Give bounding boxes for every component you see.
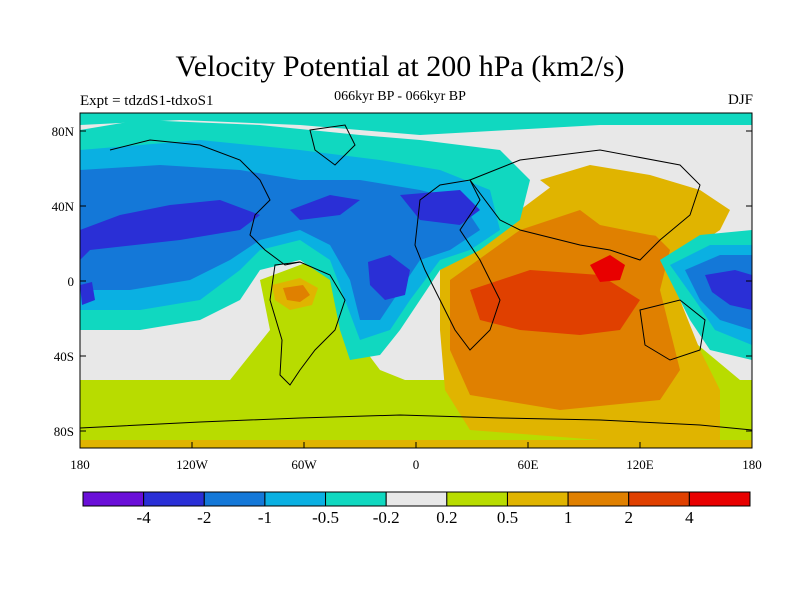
lat-label-40n: 40N bbox=[52, 199, 75, 214]
colorbar-box-2 bbox=[203, 491, 266, 507]
lon-label-180w: 180 bbox=[70, 457, 90, 472]
lon-label-120e: 120E bbox=[626, 457, 654, 472]
colorbar-box-6 bbox=[446, 491, 508, 507]
experiment-label: Expt = tdzdS1-tdxoS1 bbox=[80, 93, 214, 109]
lat-label-40s: 40S bbox=[54, 349, 74, 364]
lon-label-60w: 60W bbox=[291, 457, 317, 472]
colorbar-label-3: -0.5 bbox=[312, 508, 339, 527]
lon-label-60e: 60E bbox=[518, 457, 539, 472]
colorbar-box-8 bbox=[567, 491, 630, 507]
lon-ticks bbox=[79, 442, 753, 448]
colorbar-box-3 bbox=[264, 491, 327, 507]
coastlines bbox=[80, 124, 752, 431]
colorbar-box-5 bbox=[385, 491, 448, 507]
lon-label-0: 0 bbox=[413, 457, 420, 472]
lat-label-0: 0 bbox=[68, 274, 75, 289]
plot-title: Velocity Potential at 200 hPa (km2/s) bbox=[175, 50, 625, 83]
lon-label-120w: 120W bbox=[176, 457, 209, 472]
colorbar-label-1: -2 bbox=[197, 508, 211, 527]
season-label: DJF bbox=[727, 92, 753, 108]
period-label: 066kyr BP - 066kyr BP bbox=[334, 89, 466, 104]
colorbar-label-6: 0.5 bbox=[497, 508, 518, 527]
lat-ticks bbox=[80, 130, 752, 432]
colorbar-label-2: -1 bbox=[258, 508, 272, 527]
colorbar-box-10 bbox=[688, 491, 751, 507]
contour-field bbox=[80, 113, 752, 448]
colorbar-label-0: -4 bbox=[137, 508, 152, 527]
lon-label-180e: 180 bbox=[742, 457, 762, 472]
colorbar-label-9: 4 bbox=[685, 508, 694, 527]
colorbar-label-5: 0.2 bbox=[436, 508, 457, 527]
colorbar-label-7: 1 bbox=[564, 508, 573, 527]
colorbar-box-0 bbox=[82, 491, 145, 507]
colorbar-label-8: 2 bbox=[624, 508, 633, 527]
colorbar-box-4 bbox=[325, 491, 387, 507]
lat-label-80s: 80S bbox=[54, 424, 74, 439]
colorbar-label-4: -0.2 bbox=[373, 508, 400, 527]
colorbar-box-1 bbox=[143, 491, 205, 507]
colorbar-box-7 bbox=[506, 491, 569, 507]
lat-label-80n: 80N bbox=[52, 124, 75, 139]
colorbar-box-9 bbox=[628, 491, 690, 507]
colorbar: -4 -2 -1 -0.5 -0.2 0.2 0.5 1 2 4 bbox=[82, 491, 751, 527]
